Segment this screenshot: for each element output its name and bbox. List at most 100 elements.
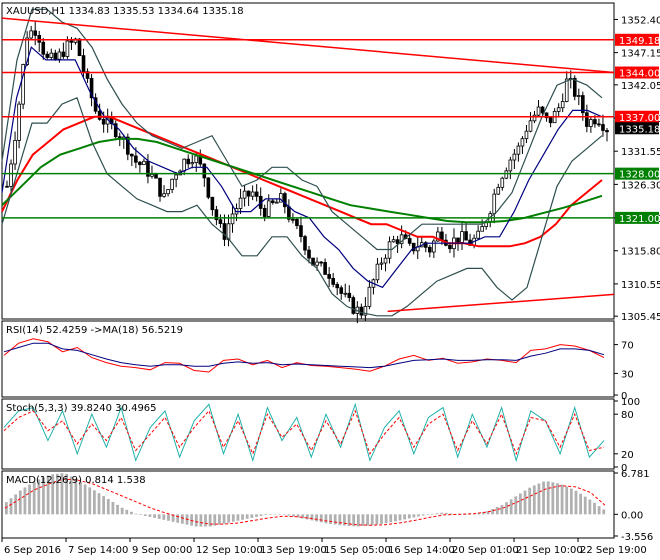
candle-body <box>214 209 219 221</box>
candle-body <box>295 218 299 227</box>
candle-body <box>53 52 58 60</box>
macd-plot <box>4 473 606 527</box>
macd-bar <box>542 481 545 515</box>
macd-bar <box>579 493 582 515</box>
candle-body <box>274 201 279 204</box>
candle-body <box>97 110 102 120</box>
y-tick-label: 0 <box>621 463 627 474</box>
candle-body <box>41 41 46 55</box>
y-tick-label: 0 <box>621 391 627 402</box>
candle-body <box>81 55 86 73</box>
candle-body <box>246 190 251 197</box>
macd-bar <box>60 473 64 515</box>
macd-bar <box>514 496 518 515</box>
rsi-title: RSI(14) 52.4259 ->MA(18) 56.5219 <box>6 325 183 336</box>
macd-bar <box>569 488 573 515</box>
price-label: 1321.00 <box>619 214 660 225</box>
price-label-box <box>615 167 659 180</box>
macd-bar <box>245 514 249 519</box>
candle-body <box>126 136 130 155</box>
macd-bar <box>241 514 244 520</box>
candle-body <box>57 51 62 60</box>
macd-bar <box>440 512 444 515</box>
candle-body <box>206 177 211 198</box>
macd-bar <box>352 514 356 527</box>
candle-body <box>142 160 146 166</box>
price-label-box <box>615 33 659 46</box>
candle-body <box>428 246 432 253</box>
candle-body <box>383 257 388 264</box>
candle-body <box>347 292 352 299</box>
macd-bar <box>236 514 240 521</box>
candle-body <box>363 305 368 316</box>
macd-bar <box>356 514 360 527</box>
macd-bar <box>301 514 305 519</box>
macd-bar <box>204 514 207 527</box>
candle-body <box>323 262 327 275</box>
macd-bar <box>472 514 476 515</box>
candle-body <box>37 34 42 43</box>
y-tick-label: 1347.15 <box>621 49 660 60</box>
macd-bar <box>519 493 522 515</box>
candle-body <box>17 103 21 141</box>
candle-body <box>303 236 307 251</box>
macd-bar <box>389 514 393 523</box>
macd-bar <box>116 504 119 515</box>
macd-bar <box>315 514 319 522</box>
stoch-title: Stoch(5,3,3) 39.8240 30.4965 <box>6 403 157 414</box>
macd-bar <box>393 514 397 522</box>
candle-body <box>391 239 396 243</box>
macd-bar <box>28 484 31 515</box>
candle-body <box>440 231 444 241</box>
candle-body <box>399 234 404 245</box>
macd-bar <box>231 514 235 522</box>
macd-bar <box>551 482 555 515</box>
macd-bar <box>208 514 212 527</box>
macd-bar <box>486 510 490 515</box>
candle-body <box>564 78 569 102</box>
candle-body <box>5 185 9 188</box>
macd-bar <box>259 514 263 516</box>
candle-body <box>576 95 581 97</box>
macd-bar <box>370 514 374 526</box>
indicator-line <box>1 8 603 251</box>
candle-body <box>351 297 356 314</box>
candle-body <box>496 186 501 195</box>
macd-bar <box>37 479 41 515</box>
candle-body <box>367 286 372 307</box>
macd-bar <box>565 486 569 515</box>
candle-body <box>524 130 529 140</box>
candle-body <box>560 101 565 109</box>
macd-bar <box>343 514 346 526</box>
macd-bar <box>560 484 564 515</box>
macd-bar <box>32 481 36 515</box>
macd-bar <box>588 499 592 515</box>
candle-body <box>182 158 186 172</box>
macd-bar <box>403 514 407 520</box>
macd-bar <box>162 514 166 520</box>
macd-bar <box>218 514 221 525</box>
x-tick-label: 16 Sep 14:00 <box>388 545 455 556</box>
macd-bar <box>537 483 541 515</box>
y-tick-label: 6.781 <box>621 469 650 480</box>
indicator-line <box>3 409 605 456</box>
y-tick-label: 1326.30 <box>621 180 660 191</box>
macd-bar <box>190 514 194 526</box>
y-tick-label: 20 <box>621 450 634 461</box>
y-tick-label: 100 <box>621 397 640 408</box>
y-tick-label: 30 <box>621 369 634 380</box>
macd-bar <box>167 514 170 521</box>
macd-bar <box>287 514 291 516</box>
candle-body <box>605 130 609 133</box>
candle-body <box>581 95 585 114</box>
macd-bar <box>407 514 411 519</box>
candle-body <box>101 118 106 125</box>
macd-bar <box>546 481 550 515</box>
x-tick-label: 15 Sep 05:00 <box>324 545 391 556</box>
macd-bar <box>278 514 281 515</box>
macd-bar <box>42 477 45 515</box>
macd-bar <box>602 509 606 515</box>
candle-body <box>536 106 541 116</box>
macd-bar <box>143 514 147 516</box>
macd-bar <box>148 514 152 517</box>
